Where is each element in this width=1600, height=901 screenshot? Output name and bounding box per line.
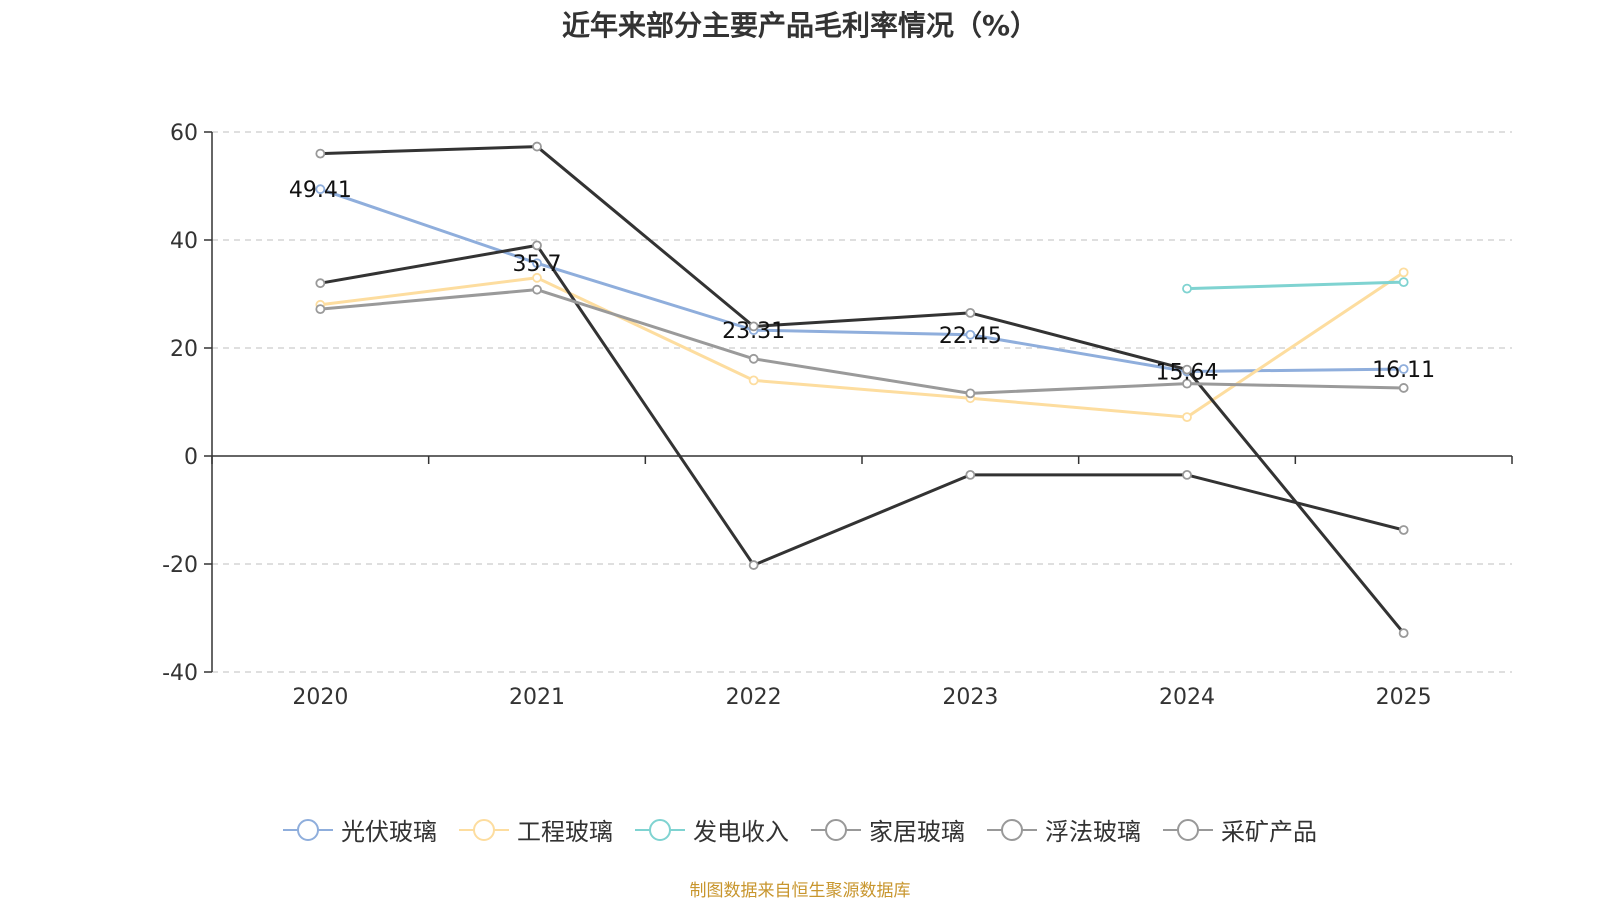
data-point: [965, 469, 976, 480]
data-point: [1182, 378, 1192, 389]
data-point: [1182, 412, 1192, 423]
data-point: [1398, 267, 1409, 278]
data-point: [315, 148, 326, 159]
data-point: [315, 304, 326, 315]
data-point: [315, 278, 326, 289]
x-tick-label: 2025: [1376, 685, 1432, 710]
legend-item-mining-products[interactable]: 采矿产品: [1163, 812, 1317, 847]
series-line-1: [319, 187, 1404, 374]
legend-label: 家居玻璃: [869, 818, 965, 846]
data-point: [532, 240, 542, 251]
y-tick-label: 40: [170, 229, 198, 254]
data-point: [315, 184, 326, 195]
series-line-2: [320, 271, 1405, 419]
y-tick-label: -20: [162, 553, 198, 578]
series-layer: [315, 141, 1409, 639]
legend-line-circle-icon: [811, 818, 861, 841]
y-tick-label: -40: [162, 661, 198, 686]
legend-line-circle-icon: [635, 818, 685, 841]
series-line-4: [320, 243, 1405, 567]
legend-item-engineering-glass[interactable]: 工程玻璃: [459, 812, 613, 847]
data-point: [532, 141, 542, 152]
legend-item-float-glass[interactable]: 浮法玻璃: [987, 812, 1141, 847]
data-label: 49.41: [289, 178, 352, 203]
data-point: [965, 388, 976, 399]
legend-label: 工程玻璃: [517, 818, 613, 846]
legend: 光伏玻璃 工程玻璃 发电收入 家居玻璃 浮法玻璃 采矿产品: [0, 812, 1600, 847]
legend-line-circle-icon: [1163, 818, 1213, 841]
data-point: [748, 321, 759, 332]
y-tick-label: 60: [170, 121, 198, 146]
data-label: 23.31: [722, 319, 785, 344]
data-point: [1398, 525, 1409, 535]
y-tick-label: 0: [184, 445, 198, 470]
data-point: [1182, 469, 1192, 480]
legend-line-circle-icon: [283, 818, 333, 841]
x-tick-label: 2021: [509, 685, 565, 710]
chart-title: 近年来部分主要产品毛利率情况（%）: [561, 9, 1039, 42]
data-point: [532, 284, 542, 295]
data-point: [965, 329, 976, 340]
data-point: [532, 258, 542, 269]
legend-label: 光伏玻璃: [341, 818, 437, 846]
series-line-5: [320, 145, 1405, 635]
data-label: 16.11: [1372, 358, 1435, 383]
data-point: [532, 272, 542, 283]
legend-item-power-revenue[interactable]: 发电收入: [635, 812, 789, 847]
x-tick-label: 2020: [292, 685, 348, 710]
data-point: [748, 375, 759, 386]
y-tick-label: 20: [170, 337, 198, 362]
data-point: [1398, 628, 1409, 639]
x-tick-label: 2024: [1159, 685, 1215, 710]
source-note: 制图数据来自恒生聚源数据库: [689, 881, 911, 901]
data-point: [965, 307, 976, 318]
data-point: [1398, 364, 1409, 374]
data-point: [1182, 364, 1192, 375]
series-line-6: [320, 288, 1404, 395]
legend-label: 采矿产品: [1221, 818, 1317, 846]
data-point: [1182, 283, 1192, 294]
legend-label: 浮法玻璃: [1045, 818, 1141, 846]
data-point: [1398, 277, 1409, 288]
legend-label: 发电收入: [693, 818, 789, 846]
legend-line-circle-icon: [459, 818, 509, 841]
label-layer: 49.41 35.7 23.31 22.45 15.64 16.11: [289, 178, 1435, 385]
legend-item-pv-glass[interactable]: 光伏玻璃: [283, 812, 437, 847]
data-point: [748, 353, 759, 364]
data-label: 35.7: [513, 252, 562, 277]
legend-line-circle-icon: [987, 818, 1037, 841]
axis-layer: 60 40 20 0 -20 -40 2020 2021 2022 2023 2024 2025: [162, 121, 1513, 710]
data-point: [1398, 383, 1409, 393]
grid-layer: [212, 131, 1512, 673]
data-label: 15.64: [1156, 361, 1219, 386]
data-point: [748, 560, 759, 570]
data-label: 22.45: [939, 324, 1002, 349]
x-tick-label: 2023: [942, 685, 998, 710]
x-tick-label: 2022: [726, 685, 782, 710]
series-line-3: [1186, 280, 1404, 291]
legend-item-household-glass[interactable]: 家居玻璃: [811, 812, 965, 847]
